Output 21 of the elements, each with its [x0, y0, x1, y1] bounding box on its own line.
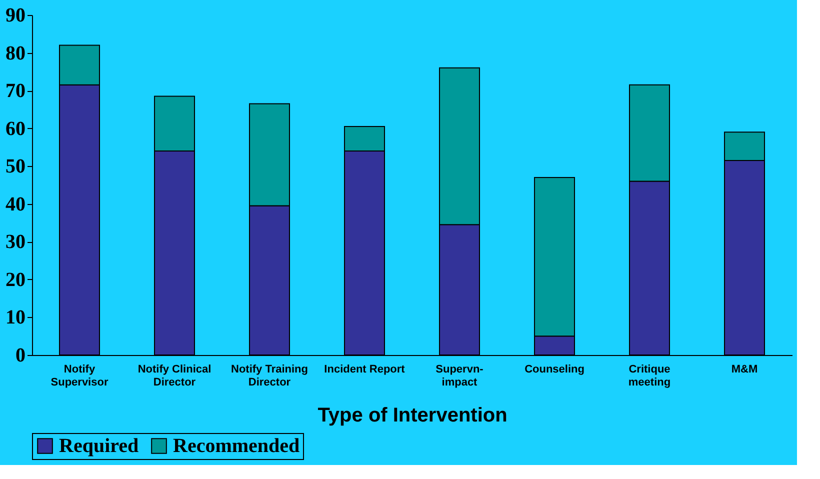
y-tick-label: 90 [6, 4, 26, 26]
y-tick-label: 10 [6, 306, 26, 329]
y-tick-label: 40 [6, 193, 26, 216]
y-tick-label: 50 [6, 156, 26, 178]
x-tick-label: Incident Report [324, 364, 406, 376]
x-tick-label: Supervn-impact [436, 364, 484, 388]
y-tick-label: 80 [6, 42, 26, 64]
y-tick-label: 20 [6, 268, 26, 291]
y-tick-label: 30 [6, 231, 26, 254]
x-tick-label: Notify Clinical Director [138, 364, 212, 388]
x-axis-title: Type of Intervention [318, 404, 508, 426]
legend-label: Required [59, 435, 139, 457]
y-tick-label: 0 [16, 344, 26, 366]
y-tick-label: 60 [6, 118, 26, 140]
legend-label: Recommended [173, 435, 300, 457]
x-tick-label: M&M [731, 364, 758, 376]
x-tick-label: Critique meeting [628, 364, 671, 388]
y-tick-label: 70 [6, 80, 26, 102]
x-tick-label: Counseling [524, 364, 584, 376]
x-tick-label: Notify Training Director [231, 364, 308, 388]
x-tick-label: Notify Supervisor [50, 364, 109, 388]
